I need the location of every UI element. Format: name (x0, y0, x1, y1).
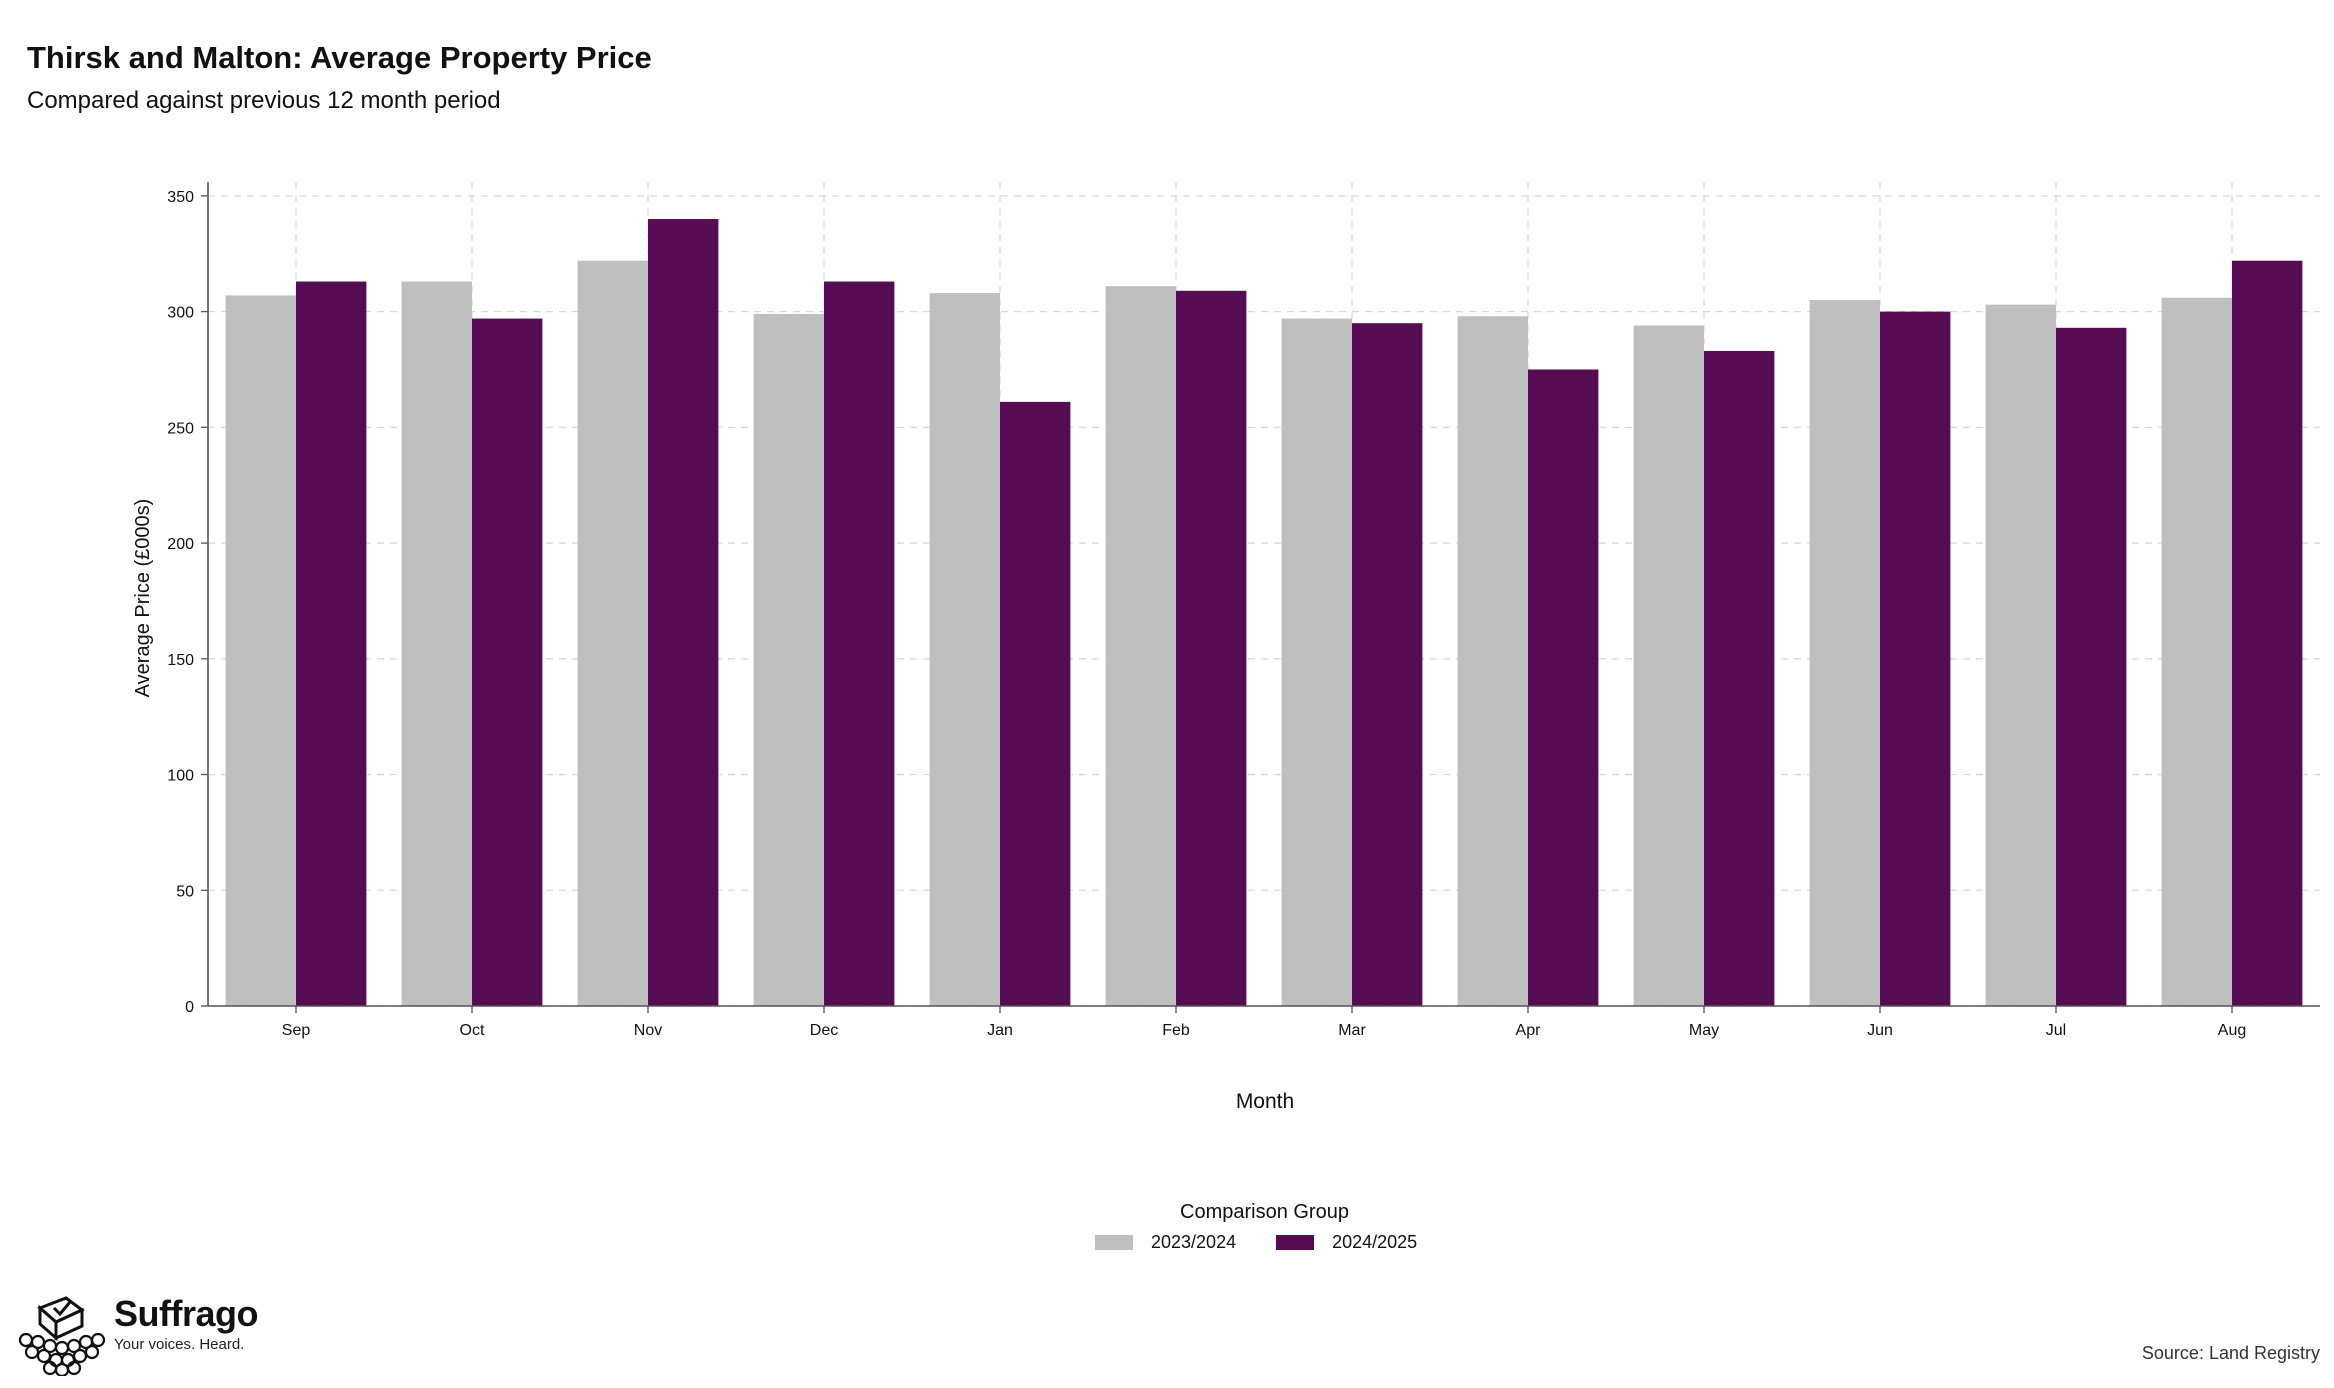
x-tick-label: Jun (1867, 1022, 1893, 1039)
legend-swatch (1276, 1235, 1315, 1250)
bar-2024-2025-oct (472, 318, 543, 1007)
bar-2024-2025-jan (1000, 401, 1071, 1006)
y-tick-label: 150 (167, 652, 194, 669)
x-tick-label: Sep (282, 1022, 311, 1039)
bar-2023-2024-nov (577, 260, 648, 1006)
x-tick-label: Feb (1162, 1022, 1190, 1039)
y-tick-label: 300 (167, 305, 194, 322)
bar-2023-2024-may (1633, 325, 1704, 1006)
bars (225, 219, 2303, 1007)
legend-item: 2024/2025 (1276, 1232, 1417, 1253)
legend-label: 2023/2024 (1151, 1232, 1237, 1252)
legend-label: 2024/2025 (1332, 1232, 1418, 1252)
bar-2024-2025-apr (1528, 369, 1599, 1006)
legend-item: 2023/2024 (1095, 1232, 1236, 1253)
chart-title: Thirsk and Malton: Average Property Pric… (27, 40, 652, 75)
x-tick-label: Oct (460, 1022, 485, 1039)
x-tick-label: May (1689, 1022, 1719, 1039)
y-tick-label: 250 (167, 420, 194, 437)
x-tick-label: Mar (1338, 1022, 1366, 1039)
x-tick-label: Dec (810, 1022, 838, 1039)
ballot-box-icon (18, 1296, 106, 1376)
bar-2024-2025-jun (1880, 311, 1951, 1006)
brand-name: Suffrago (114, 1293, 259, 1334)
bar-2023-2024-mar (1281, 318, 1352, 1007)
brand-tagline: Your voices. Heard. (114, 1336, 245, 1353)
bar-2023-2024-jul (1985, 304, 2056, 1006)
y-tick-label: 350 (167, 189, 194, 206)
y-tick-label: 0 (185, 999, 194, 1016)
bar-2023-2024-aug (2161, 297, 2232, 1006)
chart-subtitle: Compared against previous 12 month perio… (27, 87, 501, 114)
y-tick-label: 100 (167, 768, 194, 785)
bar-2024-2025-jul (2056, 327, 2127, 1007)
x-axis-label: Month (1236, 1090, 1294, 1113)
bar-2024-2025-sep (296, 281, 367, 1006)
bar-2023-2024-oct (401, 281, 472, 1006)
y-axis-label: Average Price (£000s) (132, 499, 154, 698)
bar-2024-2025-mar (1352, 323, 1423, 1006)
bar-chart: 0 50 100 150 200 250 300 350 Sep Oct Nov Dec Jan Feb M… (132, 182, 2320, 1113)
grid-lines (208, 182, 2320, 1007)
y-tick-label: 50 (176, 883, 194, 900)
bar-2023-2024-jan (929, 293, 1000, 1006)
x-tick-label: Aug (2218, 1022, 2246, 1039)
bar-2024-2025-dec (824, 281, 895, 1006)
bar-2024-2025-aug (2232, 260, 2303, 1006)
bar-2023-2024-apr (1457, 316, 1528, 1006)
bar-2024-2025-feb (1176, 290, 1247, 1007)
bar-2023-2024-jun (1809, 300, 1880, 1007)
legend: 2023/2024 2024/2025 (1095, 1232, 1417, 1253)
y-tick-label: 200 (167, 536, 194, 553)
legend-title: Comparison Group (1180, 1201, 1349, 1223)
bar-2024-2025-nov (648, 219, 719, 1007)
bar-2023-2024-sep (225, 295, 296, 1006)
x-tick-label: Apr (1516, 1022, 1542, 1039)
x-tick-label: Jul (2046, 1022, 2066, 1039)
brand-logo: Suffrago Your voices. Heard. (14, 1293, 259, 1376)
axes: 0 50 100 150 200 250 300 350 Sep Oct Nov Dec Jan Feb M… (167, 182, 2320, 1039)
bar-2023-2024-feb (1105, 286, 1176, 1006)
bar-2024-2025-may (1704, 350, 1775, 1006)
bar-2023-2024-dec (753, 313, 824, 1006)
source-note: Source: Land Registry (2141, 1343, 2320, 1363)
x-tick-label: Nov (634, 1022, 662, 1039)
legend-swatch (1095, 1235, 1133, 1250)
x-tick-label: Jan (987, 1022, 1013, 1039)
